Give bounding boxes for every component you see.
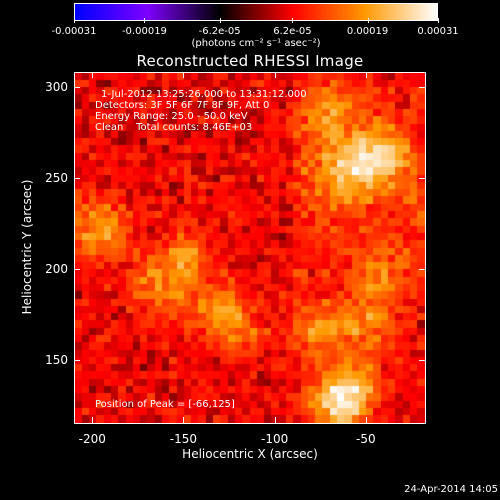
y-tick-label: 150 — [45, 353, 68, 368]
y-axis-label: Heliocentric Y (arcsec) — [20, 179, 34, 315]
chart-title: Reconstructed RHESSI Image — [136, 52, 364, 70]
peak-position-label: Position of Peak = [-66,125] — [95, 399, 235, 410]
x-tick-label: -100 — [260, 432, 289, 446]
x-tick-label: -50 — [356, 432, 376, 446]
colorbar-tick-label: -0.00031 — [51, 26, 97, 37]
colorbar-tickmark — [438, 18, 439, 23]
x-tick-mark — [365, 72, 367, 78]
y-tick-mark — [74, 360, 80, 362]
colorbar-gradient — [75, 4, 437, 20]
colorbar-tickmark — [292, 18, 294, 23]
y-tick-mark — [419, 360, 425, 362]
colorbar-tick-label: 0.00019 — [346, 26, 389, 37]
y-tick-label: 300 — [45, 79, 68, 94]
colorbar-tick-label: -6.2e-05 — [198, 26, 241, 37]
y-tick-mark — [419, 268, 425, 270]
y-tick-mark — [419, 177, 425, 179]
x-tick-mark — [365, 417, 367, 423]
colorbar-tickmark — [367, 18, 369, 23]
x-tick-mark — [274, 72, 276, 78]
y-tick-mark — [74, 177, 80, 179]
detectors-label: Detectors: 3F 5F 6F 7F 8F 9F, Att 0 — [95, 100, 270, 111]
y-tick-label: 250 — [45, 170, 68, 185]
colorbar-units: (photons cm⁻² s⁻¹ asec⁻²) — [191, 38, 321, 49]
y-tick-mark — [74, 86, 80, 88]
x-tick-mark — [274, 417, 276, 423]
x-axis-label: Heliocentric X (arcsec) — [182, 447, 318, 461]
clean-counts-label: Clean Total counts: 8.46E+03 — [95, 122, 253, 133]
energy-range-label: Energy Range: 25.0 - 50.0 keV — [95, 111, 248, 122]
y-tick-mark — [74, 268, 80, 270]
x-tick-label: -200 — [78, 432, 106, 446]
x-tick-mark — [183, 72, 185, 78]
y-tick-mark — [419, 86, 425, 88]
colorbar — [74, 3, 438, 21]
colorbar-tickmark — [74, 18, 75, 23]
time-range-label: 1-Jul-2012 13:25:26.000 to 13:31:12.000 — [101, 89, 307, 100]
x-tick-mark — [183, 417, 185, 423]
x-tick-mark — [92, 72, 94, 78]
colorbar-tick-label: 6.2e-05 — [273, 26, 312, 37]
colorbar-tickmark — [144, 18, 146, 23]
y-tick-label: 200 — [45, 261, 68, 276]
rhessi-image — [75, 73, 425, 423]
timestamp: 24-Apr-2014 14:05 — [404, 484, 498, 495]
plot-area: 1-Jul-2012 13:25:26.000 to 13:31:12.000 … — [74, 72, 426, 424]
colorbar-tick-label: -0.00019 — [121, 26, 167, 37]
colorbar-tick-label: 0.00031 — [417, 26, 459, 37]
colorbar-tickmark — [219, 18, 221, 23]
x-tick-mark — [92, 417, 94, 423]
x-tick-label: -150 — [169, 432, 198, 446]
